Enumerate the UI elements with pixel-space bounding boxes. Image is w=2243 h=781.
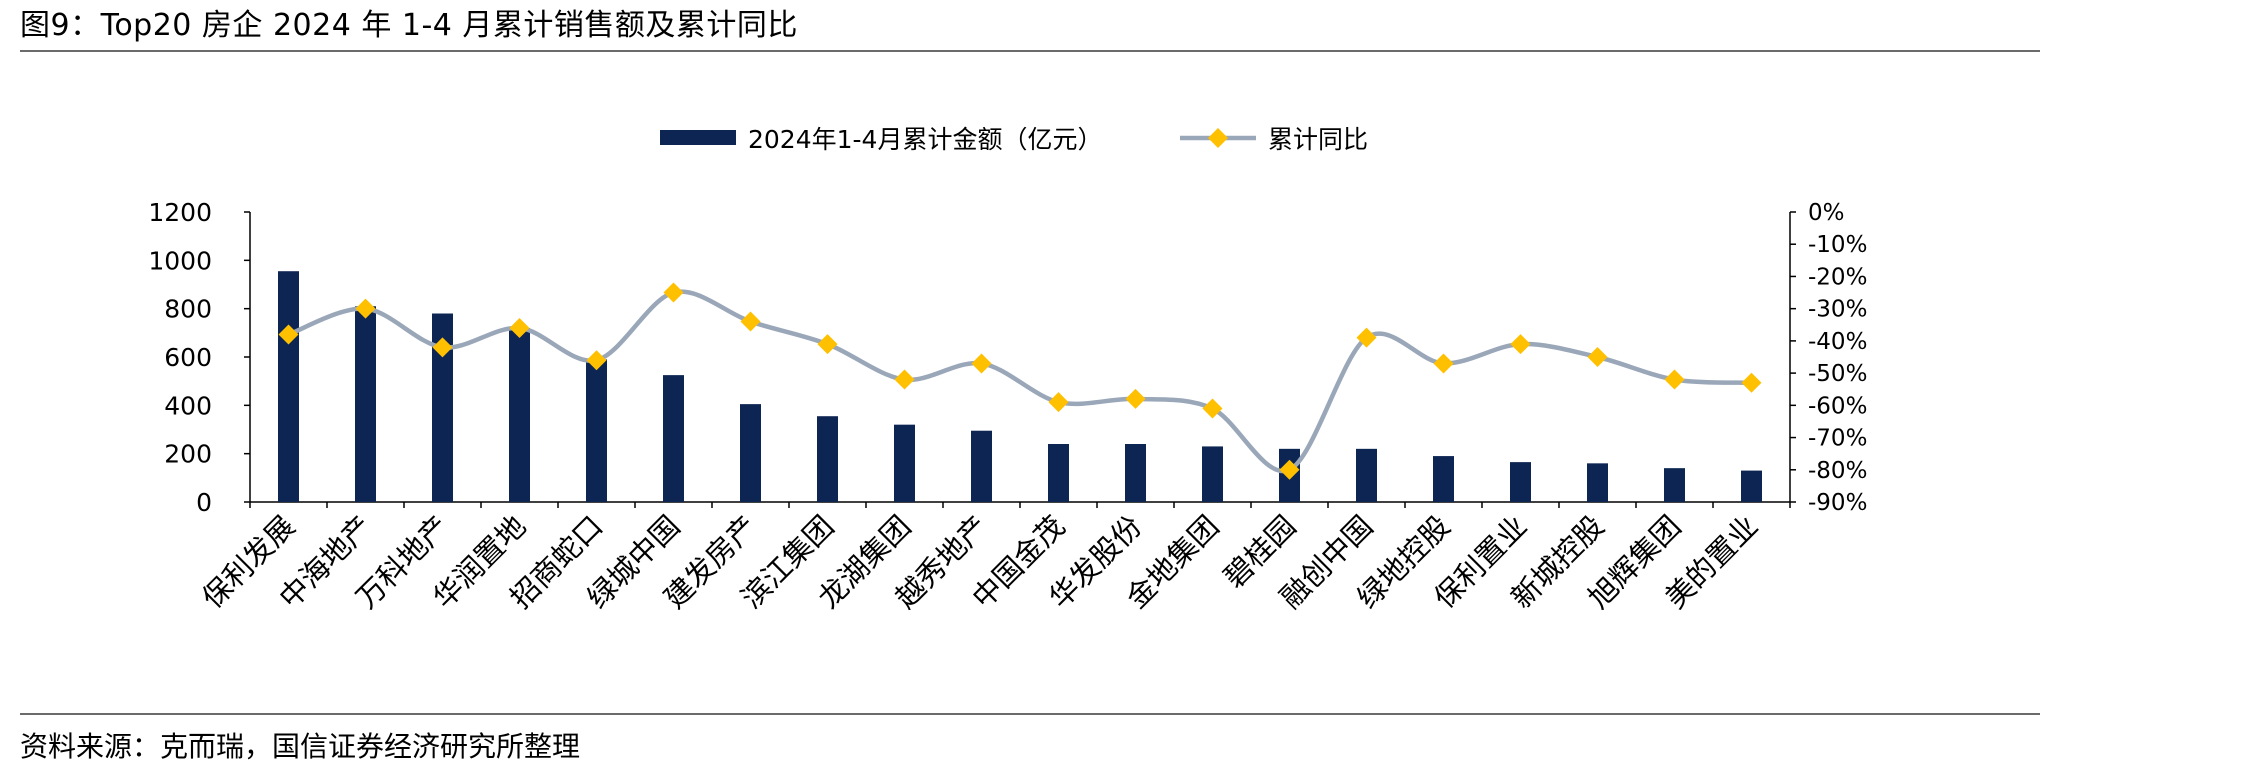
left-tick-label: 1200 — [148, 198, 212, 227]
line-marker — [509, 318, 530, 338]
figure-title: 图9：Top20 房企 2024 年 1-4 月累计销售额及累计同比 — [20, 8, 798, 43]
line-marker — [740, 311, 761, 332]
left-tick-label: 400 — [164, 391, 212, 420]
bar — [509, 328, 530, 502]
left-tick-label: 0 — [196, 488, 212, 517]
source-divider — [20, 713, 2040, 715]
right-tick-label: -10% — [1808, 232, 1867, 258]
line-marker — [586, 350, 607, 371]
right-tick-label: -90% — [1808, 490, 1867, 516]
bar — [894, 424, 915, 502]
title-divider — [20, 50, 2040, 52]
right-tick-label: -70% — [1808, 426, 1867, 452]
left-tick-label: 800 — [164, 295, 212, 324]
line-marker — [1664, 369, 1685, 390]
line-marker — [355, 298, 376, 319]
right-tick-label: -30% — [1808, 297, 1867, 323]
bar — [817, 416, 838, 502]
bar — [1125, 444, 1146, 502]
bar — [355, 306, 376, 502]
legend: 2024年1-4月累计金额（亿元） 累计同比 — [660, 125, 1368, 154]
bar — [1741, 470, 1762, 502]
x-axis-labels: 保利发展中海地产万科地产华润置地招商蛇口绿城中国建发房产滨江集团龙湖集团越秀地产… — [195, 509, 1764, 615]
line-marker — [1587, 347, 1608, 367]
bar — [1356, 448, 1377, 502]
bar — [278, 271, 299, 502]
right-tick-label: -50% — [1808, 361, 1867, 387]
legend-line-marker — [1208, 128, 1228, 148]
line-marker — [971, 353, 992, 374]
yoy-line — [287, 289, 1752, 474]
line-marker — [1510, 334, 1531, 355]
right-tick-label: -40% — [1808, 329, 1867, 355]
line-marker — [663, 282, 684, 303]
left-tick-label: 600 — [164, 343, 212, 372]
line-marker — [1279, 459, 1300, 480]
bar — [586, 359, 607, 502]
line-marker — [432, 337, 453, 358]
right-tick-label: -20% — [1808, 264, 1867, 290]
line-marker — [1125, 388, 1146, 409]
left-tick-label: 200 — [164, 440, 212, 469]
right-tick-label: -60% — [1808, 393, 1867, 419]
line-marker — [1202, 398, 1223, 419]
source-note: 资料来源：克而瑞，国信证券经济研究所整理 — [20, 730, 581, 763]
bar — [971, 430, 992, 502]
bar — [663, 375, 684, 502]
line-marker — [1433, 353, 1454, 374]
bar — [740, 404, 761, 502]
line-series — [278, 282, 1762, 480]
bar — [1202, 446, 1223, 502]
bar — [1587, 463, 1608, 502]
bar — [1433, 456, 1454, 502]
bar — [1664, 468, 1685, 502]
bar — [1510, 462, 1531, 502]
line-marker — [278, 324, 299, 345]
line-marker — [1741, 372, 1762, 393]
right-tick-label: -80% — [1808, 458, 1867, 484]
left-axis: 0 200 400 600 800 1000 1200 — [148, 198, 1791, 517]
bar — [432, 313, 453, 502]
line-marker — [1048, 392, 1069, 413]
legend-bar-label: 2024年1-4月累计金额（亿元） — [748, 125, 1102, 154]
right-tick-label: 0% — [1808, 200, 1845, 226]
bar — [1048, 444, 1069, 502]
legend-line-label: 累计同比 — [1268, 125, 1368, 154]
legend-bar-swatch — [660, 130, 736, 145]
right-axis: -90% -80% -70% -60% -50% -40% -30% -20% -10% 0% — [1789, 200, 1867, 516]
line-marker — [817, 334, 838, 355]
bar-series — [278, 271, 1762, 502]
line-marker — [894, 369, 915, 390]
left-tick-label: 1000 — [148, 246, 212, 275]
line-marker — [1356, 327, 1377, 348]
